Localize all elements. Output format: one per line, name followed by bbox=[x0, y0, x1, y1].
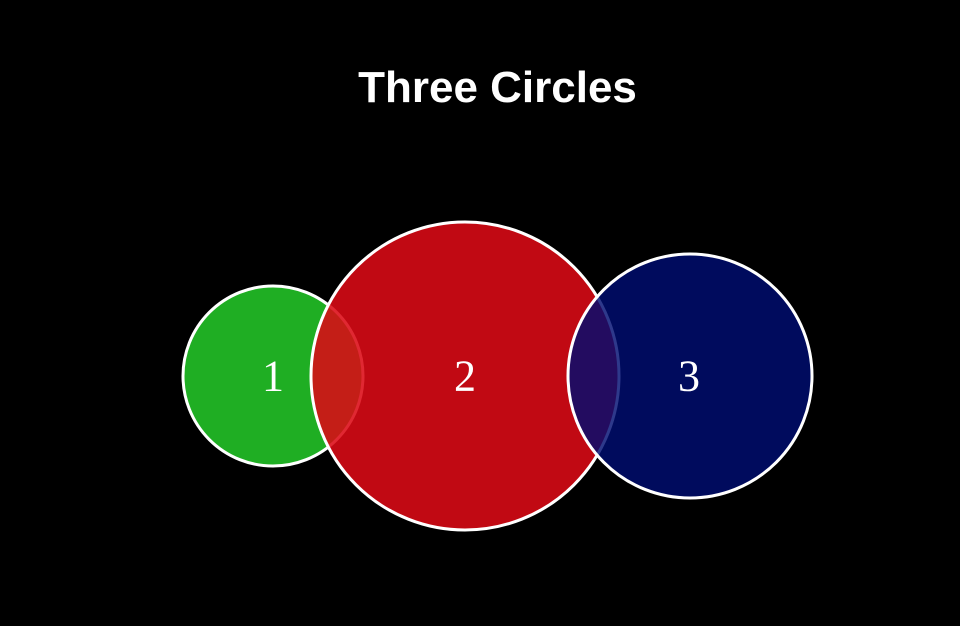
circle-1-label: 1 bbox=[262, 352, 284, 401]
circle-3-label: 3 bbox=[678, 352, 700, 401]
circle-2-label: 2 bbox=[454, 352, 476, 401]
